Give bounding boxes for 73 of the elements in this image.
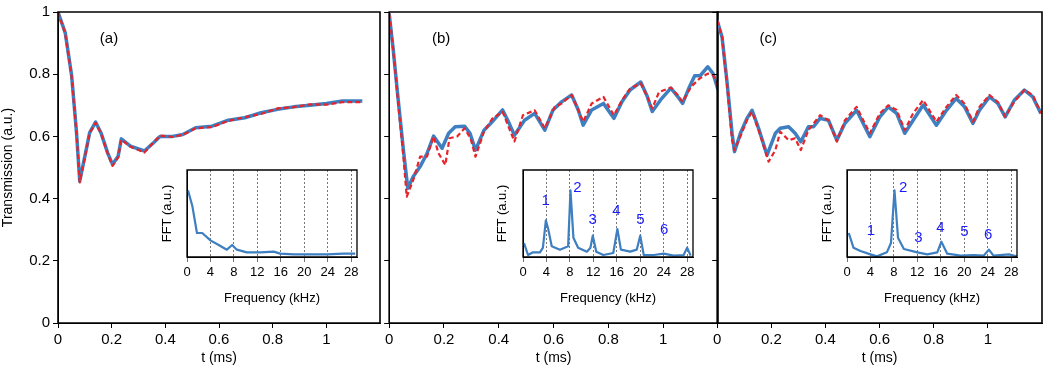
x-tick-label: 16 xyxy=(933,264,949,280)
x-tick-label: 0.2 xyxy=(101,330,123,348)
x-tick-label: 20 xyxy=(957,264,972,280)
x-tick-label: 20 xyxy=(297,264,312,280)
x-tick-label: 4 xyxy=(866,264,875,280)
annotation: 1 xyxy=(541,190,550,208)
x-tick-label: 24 xyxy=(980,264,995,280)
x-tick-label: 12 xyxy=(250,264,265,280)
x-tick-label: 16 xyxy=(273,264,289,280)
y-axis-title: Transmission (a.u.) xyxy=(0,107,16,228)
annotation: 2 xyxy=(898,177,908,195)
annotation: 1 xyxy=(866,221,875,239)
y-tick-label: 0.6 xyxy=(29,126,50,144)
y-tick-label: 0.4 xyxy=(29,188,50,206)
x-tick-label: 0.4 xyxy=(815,330,836,348)
x-tick-label: 0 xyxy=(53,330,63,348)
annotation: (a) xyxy=(99,28,119,46)
x-tick-label: 0 xyxy=(183,264,191,280)
annotation: 5 xyxy=(636,209,645,227)
x-axis-title: Frequency (kHz) xyxy=(883,289,981,305)
x-tick-label: 12 xyxy=(586,264,601,280)
y-tick-label: 0.8 xyxy=(29,64,50,82)
x-tick-label: 20 xyxy=(633,264,648,280)
x-tick-label: 4 xyxy=(542,264,551,280)
x-tick-label: 0.2 xyxy=(760,330,782,348)
x-tick-label: 0.8 xyxy=(262,330,284,348)
x-tick-label: 24 xyxy=(320,264,335,280)
x-tick-label: 8 xyxy=(566,264,574,280)
x-tick-label: 1 xyxy=(659,330,668,348)
x-axis-title: t (ms) xyxy=(201,349,237,366)
annotation: 4 xyxy=(612,201,621,219)
x-tick-label: 0.4 xyxy=(154,330,176,348)
x-axis-title: t (ms) xyxy=(861,349,898,366)
x-tick-label: 1 xyxy=(983,330,993,348)
x-axis-title: Frequency (kHz) xyxy=(559,289,657,305)
y-tick-label: 1 xyxy=(41,2,50,20)
x-axis-title: Frequency (kHz) xyxy=(223,289,321,305)
y-tick-label: 0 xyxy=(41,313,50,331)
x-tick-label: 0 xyxy=(519,264,527,280)
x-tick-label: 4 xyxy=(206,264,215,280)
annotation: 3 xyxy=(588,209,597,227)
x-tick-label: 8 xyxy=(230,264,238,280)
annotation: (b) xyxy=(431,28,451,46)
x-tick-label: 0 xyxy=(385,330,394,348)
annotation: 6 xyxy=(659,220,669,238)
x-axis-title: t (ms) xyxy=(535,349,572,366)
x-tick-label: 1 xyxy=(322,330,331,348)
x-tick-label: 28 xyxy=(1003,264,1019,280)
x-tick-label: 0 xyxy=(843,264,851,280)
annotation: 3 xyxy=(914,228,923,245)
x-tick-label: 0.6 xyxy=(869,330,891,348)
y-axis-title: FFT (a.u.) xyxy=(494,184,510,243)
x-tick-label: 16 xyxy=(609,264,625,280)
x-tick-label: 0 xyxy=(713,330,722,348)
annotation: (c) xyxy=(759,28,777,46)
x-tick-label: 28 xyxy=(343,264,359,280)
y-tick-label: 0.2 xyxy=(29,250,50,268)
x-tick-label: 0.6 xyxy=(543,330,565,348)
x-tick-label: 28 xyxy=(679,264,695,280)
annotation: 5 xyxy=(960,221,969,239)
x-tick-label: 8 xyxy=(890,264,898,280)
x-tick-label: 12 xyxy=(910,264,925,280)
x-tick-label: 0.8 xyxy=(923,330,945,348)
x-tick-label: 24 xyxy=(656,264,671,280)
x-tick-label: 0.6 xyxy=(208,330,230,348)
y-axis-title: FFT (a.u.) xyxy=(819,184,835,243)
x-tick-label: 0.4 xyxy=(488,330,510,348)
y-axis-title: FFT (a.u.) xyxy=(159,184,175,243)
annotation: 6 xyxy=(983,225,993,243)
annotation: 4 xyxy=(936,218,945,236)
x-tick-label: 0.8 xyxy=(597,330,619,348)
x-tick-label: 0.2 xyxy=(433,330,455,348)
annotation: 2 xyxy=(573,177,582,195)
